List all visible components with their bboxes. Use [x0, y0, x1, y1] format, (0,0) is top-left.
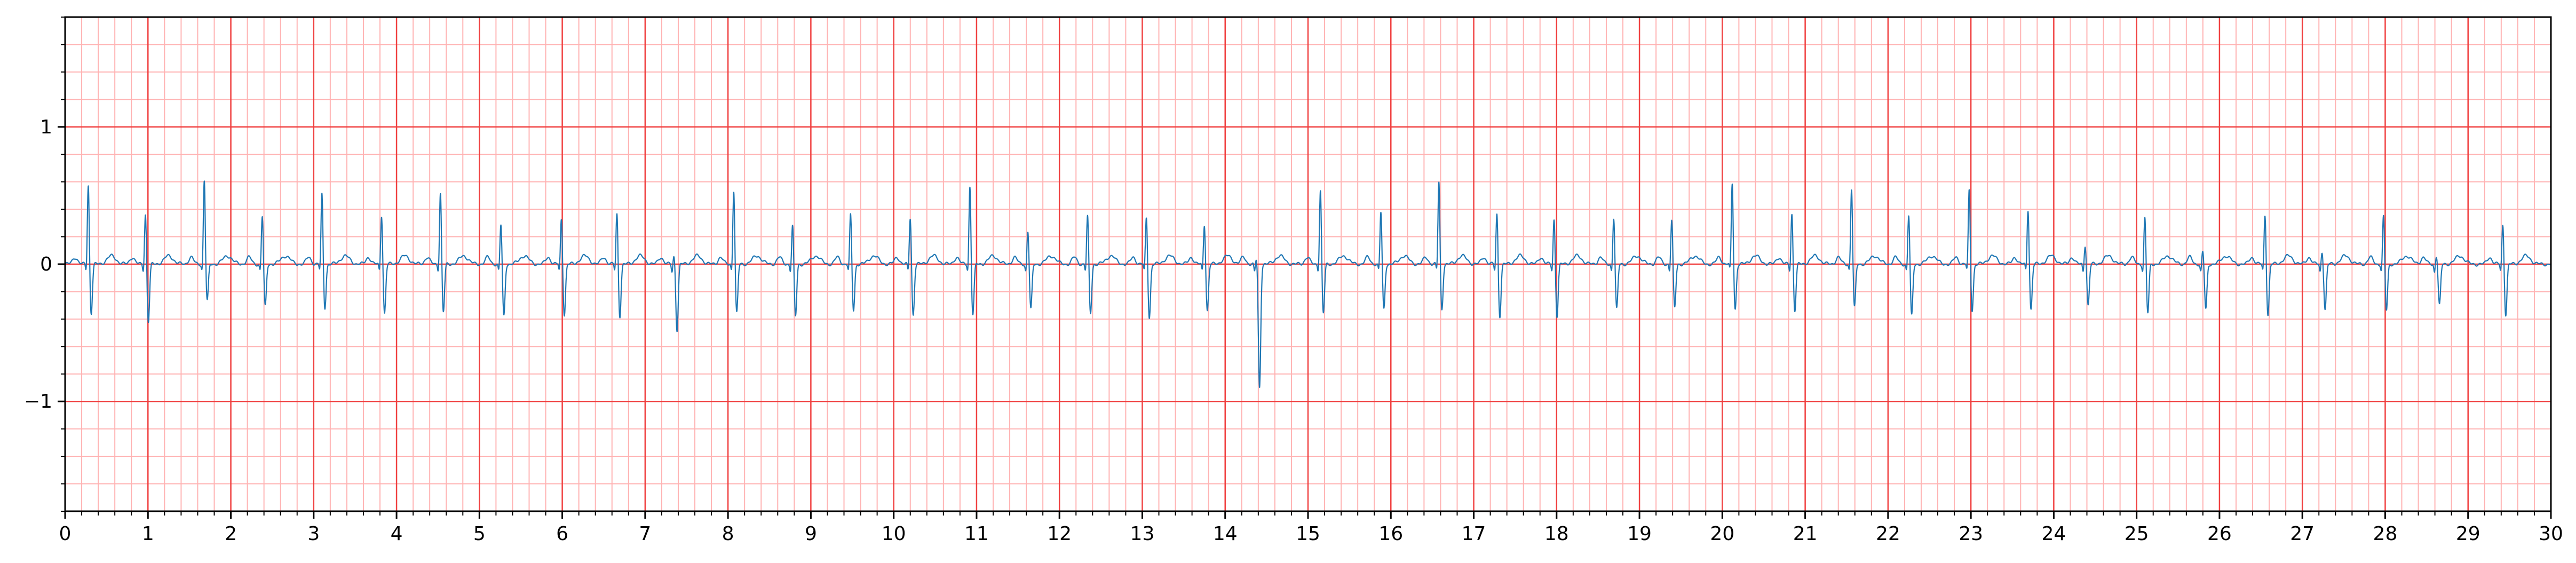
x-tick-label: 27 [2290, 523, 2315, 545]
x-tick-label: 30 [2539, 523, 2563, 545]
x-tick-label: 4 [391, 523, 403, 545]
x-tick-label: 9 [805, 523, 817, 545]
x-tick-label: 3 [307, 523, 320, 545]
ecg-series [65, 180, 2551, 388]
x-tick-label: 23 [1959, 523, 1983, 545]
x-tick-label: 19 [1627, 523, 1652, 545]
x-tick-label: 1 [142, 523, 154, 545]
x-tick-label: 5 [473, 523, 486, 545]
x-tick-label: 11 [964, 523, 989, 545]
x-tick-label: 6 [556, 523, 568, 545]
x-tick-label: 17 [1462, 523, 1486, 545]
x-tick-label: 25 [2125, 523, 2149, 545]
y-tick-label: 0 [40, 253, 52, 275]
x-tick-label: 2 [225, 523, 237, 545]
x-tick-label: 8 [722, 523, 734, 545]
x-tick-label: 10 [882, 523, 906, 545]
x-tick-label: 28 [2373, 523, 2398, 545]
x-tick-label: 7 [639, 523, 651, 545]
y-tick-label: −1 [24, 391, 52, 413]
y-tick-label: 1 [40, 116, 52, 138]
x-tick-label: 26 [2207, 523, 2232, 545]
x-tick-label: 22 [1876, 523, 1900, 545]
x-axis-ticks: 0 1 2 3 4 5 6 7 8 9 10 11 12 13 14 15 16 17 18 19 20 21 22 23 24… [59, 511, 2563, 545]
ecg-trace-line [65, 180, 2551, 388]
x-tick-label: 0 [59, 523, 72, 545]
x-tick-label: 18 [1544, 523, 1569, 545]
x-tick-label: 16 [1378, 523, 1403, 545]
x-tick-label: 15 [1296, 523, 1320, 545]
x-tick-label: 29 [2456, 523, 2480, 545]
major-grid [64, 17, 2552, 511]
x-tick-label: 21 [1793, 523, 1818, 545]
x-tick-label: 13 [1130, 523, 1155, 545]
x-tick-label: 14 [1213, 523, 1238, 545]
y-axis-ticks: −1 0 1 [24, 17, 65, 512]
x-tick-label: 12 [1047, 523, 1072, 545]
x-tick-label: 24 [2041, 523, 2066, 545]
x-tick-label: 20 [1710, 523, 1734, 545]
